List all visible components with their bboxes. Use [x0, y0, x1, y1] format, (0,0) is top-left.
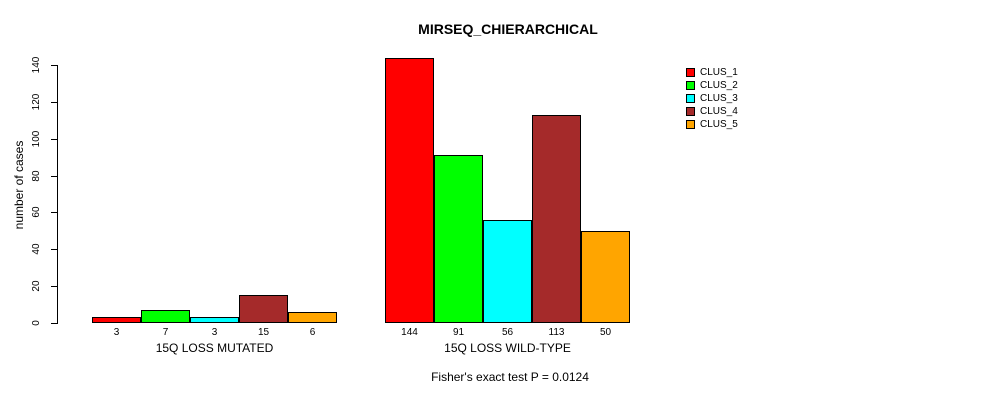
y-axis-tick-label: 140	[31, 56, 42, 74]
bar-value-label: 56	[501, 327, 514, 338]
legend-item: CLUS_2	[686, 79, 738, 92]
legend-item: CLUS_1	[686, 66, 738, 79]
y-axis-tick	[51, 139, 57, 140]
bar-CLUS_2	[434, 155, 483, 323]
bar-value-label: 91	[452, 327, 465, 338]
legend-label: CLUS_2	[700, 80, 738, 91]
bar-value-label: 113	[548, 327, 565, 338]
bar-value-label: 144	[401, 327, 418, 338]
y-axis-tick	[51, 212, 57, 213]
bar-CLUS_1	[385, 58, 434, 323]
y-axis-tick	[51, 323, 57, 324]
bar-value-label: 3	[113, 327, 120, 338]
legend-swatch	[686, 107, 695, 116]
legend-swatch	[686, 120, 695, 129]
group-label: 15Q LOSS WILD-TYPE	[444, 341, 571, 355]
y-axis-tick-label: 80	[31, 170, 42, 182]
y-axis-tick-label: 120	[31, 93, 42, 111]
legend-item: CLUS_4	[686, 105, 738, 118]
bar-value-label: 15	[257, 327, 270, 338]
y-axis-tick	[51, 65, 57, 66]
bar-CLUS_2	[141, 310, 190, 323]
bar-CLUS_3	[190, 317, 239, 323]
legend: CLUS_1 CLUS_2 CLUS_3 CLUS_4 CLUS_5	[686, 66, 738, 131]
bar-value-label: 3	[211, 327, 218, 338]
bar-CLUS_1	[92, 317, 141, 323]
legend-label: CLUS_4	[700, 106, 738, 117]
bar-CLUS_4	[532, 115, 581, 323]
legend-label: CLUS_1	[700, 67, 738, 78]
bar-value-label: 50	[599, 327, 612, 338]
y-axis-tick	[51, 286, 57, 287]
group-label: 15Q LOSS MUTATED	[155, 341, 274, 355]
fisher-test-annotation: Fisher's exact test P = 0.0124	[431, 370, 589, 384]
y-axis-tick-label: 40	[31, 243, 42, 255]
legend-item: CLUS_5	[686, 118, 738, 131]
legend-swatch	[686, 81, 695, 90]
y-axis-tick	[51, 176, 57, 177]
y-axis-tick-label: 100	[31, 130, 42, 148]
y-axis-tick-label: 20	[31, 280, 42, 292]
legend-item: CLUS_3	[686, 92, 738, 105]
bar-CLUS_5	[288, 312, 337, 323]
chart-title: MIRSEQ_CHIERARCHICAL	[418, 21, 598, 37]
legend-label: CLUS_3	[700, 93, 738, 104]
bar-CLUS_5	[581, 231, 630, 323]
bar-CLUS_3	[483, 220, 532, 323]
y-axis-line	[57, 65, 58, 324]
y-axis-tick	[51, 102, 57, 103]
y-axis-tick	[51, 249, 57, 250]
y-axis-tick-label: 60	[31, 206, 42, 218]
bar-value-label: 6	[309, 327, 316, 338]
legend-swatch	[686, 68, 695, 77]
bar-value-label: 7	[162, 327, 169, 338]
legend-label: CLUS_5	[700, 119, 738, 130]
y-axis-label: number of cases	[12, 140, 26, 230]
legend-swatch	[686, 94, 695, 103]
bar-CLUS_4	[239, 295, 288, 323]
y-axis-tick-label: 0	[31, 320, 42, 326]
